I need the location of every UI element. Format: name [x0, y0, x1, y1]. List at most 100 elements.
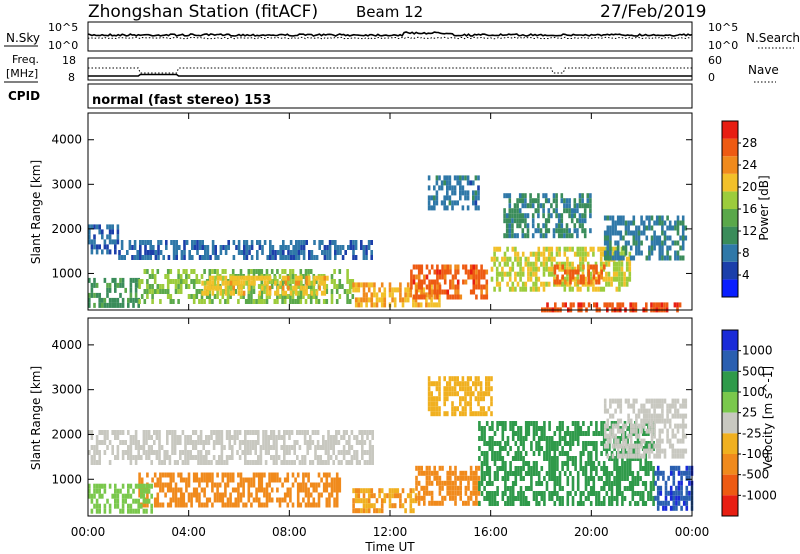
- heatmap-cell-1-0: [264, 460, 268, 465]
- heatmap-cell-1-2: [145, 483, 148, 489]
- heatmap-cell-1-8: [433, 401, 436, 407]
- heatmap-cell-0-1: [185, 240, 189, 245]
- heatmap-cell-1-0: [272, 460, 276, 465]
- heatmap-cell-1-0: [241, 450, 244, 455]
- heatmap-cell-1-2: [145, 488, 148, 494]
- heatmap-cell-1-5: [517, 466, 520, 471]
- heatmap-cell-1-5: [644, 486, 648, 491]
- heatmap-cell-1-0: [296, 430, 299, 435]
- heatmap-cell-0-10: [603, 255, 607, 261]
- heatmap-cell-1-5: [582, 491, 585, 496]
- heatmap-cell-0-0: [101, 229, 104, 235]
- heatmap-cell-0-1: [243, 240, 246, 245]
- heatmap-cell-0-9: [581, 228, 584, 234]
- heatmap-cell-1-5: [527, 486, 531, 491]
- heatmap-cell-1-1: [286, 477, 290, 483]
- heatmap-cell-1-2: [88, 483, 91, 489]
- heatmap-cell-0-5: [357, 297, 361, 303]
- heatmap-cell-0-1: [149, 255, 152, 260]
- heatmap-cell-1-5: [548, 441, 551, 446]
- heatmap-cell-0-7: [553, 256, 556, 262]
- heatmap-cell-0-6: [420, 264, 424, 270]
- heatmap-cell-0-9: [583, 208, 587, 214]
- heatmap-cell-1-7: [632, 453, 636, 459]
- heatmap-cell-0-7: [579, 256, 582, 262]
- heatmap-cell-0-7: [628, 271, 632, 277]
- heatmap-cell-0-2: [114, 277, 117, 283]
- heatmap-cell-1-5: [641, 446, 645, 451]
- heatmap-cell-0-1: [144, 255, 147, 260]
- heatmap-cell-1-5: [517, 436, 520, 441]
- heatmap-cell-0-9: [505, 218, 509, 224]
- heatmap-cell-1-5: [553, 481, 557, 486]
- heatmap-cell-0-0: [116, 224, 120, 230]
- heatmap-cell-0-10: [679, 235, 682, 241]
- heatmap-cell-0-1: [120, 240, 124, 245]
- heatmap-cell-1-5: [558, 441, 562, 446]
- heatmap-cell-0-12: [580, 302, 583, 308]
- heatmap-cell-0-6: [430, 264, 434, 270]
- heatmap-cell-1-5: [615, 471, 619, 476]
- heatmap-cell-1-0: [147, 455, 151, 460]
- heatmap-cell-1-1: [224, 482, 227, 488]
- heatmap-cell-0-7: [532, 286, 535, 292]
- heatmap-cell-1-4: [464, 490, 468, 496]
- heatmap-cell-0-1: [183, 255, 186, 260]
- heatmap-cell-1-0: [184, 440, 187, 445]
- heatmap-cell-0-12: [655, 302, 658, 308]
- heatmap-cell-1-3: [388, 503, 392, 509]
- heatmap-cell-0-7: [537, 286, 541, 292]
- heatmap-cell-1-5: [618, 451, 622, 456]
- heatmap-cell-1-5: [496, 421, 499, 426]
- heatmap-cell-0-11: [466, 205, 470, 211]
- heatmap-cell-1-5: [522, 476, 525, 481]
- heatmap-cell-1-1: [328, 502, 331, 508]
- heatmap-cell-1-5: [558, 421, 562, 426]
- heatmap-cell-0-4: [307, 280, 311, 286]
- heatmap-cell-0-7: [599, 266, 603, 272]
- heatmap-cell-0-9: [581, 203, 584, 209]
- heatmap-cell-0-10: [642, 230, 646, 236]
- heatmap-cell-0-3: [208, 289, 212, 294]
- heatmap-cell-1-5: [561, 426, 564, 431]
- heatmap-cell-0-0: [114, 239, 117, 245]
- heatmap-cell-1-5: [587, 431, 590, 436]
- heatmap-cell-1-5: [501, 461, 505, 466]
- heatmap-cell-0-6: [475, 274, 478, 280]
- heatmap-cell-1-7: [606, 438, 610, 444]
- heatmap-cell-0-10: [624, 250, 628, 256]
- heatmap-cell-0-5: [406, 287, 410, 293]
- heatmap-cell-0-3: [159, 299, 162, 304]
- heatmap-cell-1-5: [574, 436, 577, 441]
- nsky-tick-low: 10^0: [48, 39, 78, 52]
- heatmap-cell-0-2: [132, 297, 135, 303]
- heatmap-cell-1-5: [587, 481, 590, 486]
- heatmap-cell-1-4: [459, 475, 462, 481]
- heatmap-cell-1-5: [605, 471, 609, 476]
- heatmap-cell-0-9: [508, 233, 512, 239]
- heatmap-cell-0-1: [269, 245, 272, 250]
- heatmap-cell-0-1: [245, 250, 249, 255]
- heatmap-cell-1-4: [423, 495, 426, 501]
- heatmap-cell-0-6: [428, 294, 431, 300]
- heatmap-cell-0-10: [627, 240, 630, 246]
- heatmap-cell-1-0: [168, 430, 172, 435]
- heatmap-cell-1-5: [563, 441, 567, 446]
- heatmap-cell-1-5: [545, 451, 549, 456]
- heatmap-cell-1-0: [155, 455, 159, 460]
- heatmap-cell-1-5: [498, 446, 502, 451]
- heatmap-cell-1-5: [522, 501, 525, 506]
- heatmap-cell-1-1: [216, 472, 219, 478]
- heatmap-cell-0-5: [370, 297, 374, 303]
- heatmap-cell-0-5: [404, 297, 407, 303]
- heatmap-cell-1-0: [309, 460, 312, 465]
- heatmap-cell-1-5: [550, 456, 554, 461]
- heatmap-cell-0-3: [250, 289, 253, 294]
- heatmap-cell-0-10: [609, 225, 612, 231]
- heatmap-cell-1-0: [137, 440, 140, 445]
- heatmap-cell-0-5: [425, 292, 428, 298]
- heatmap-cell-0-7: [519, 271, 522, 277]
- heatmap-cell-1-8: [469, 406, 472, 412]
- heatmap-cell-1-1: [304, 492, 308, 498]
- heatmap-cell-1-0: [173, 445, 177, 450]
